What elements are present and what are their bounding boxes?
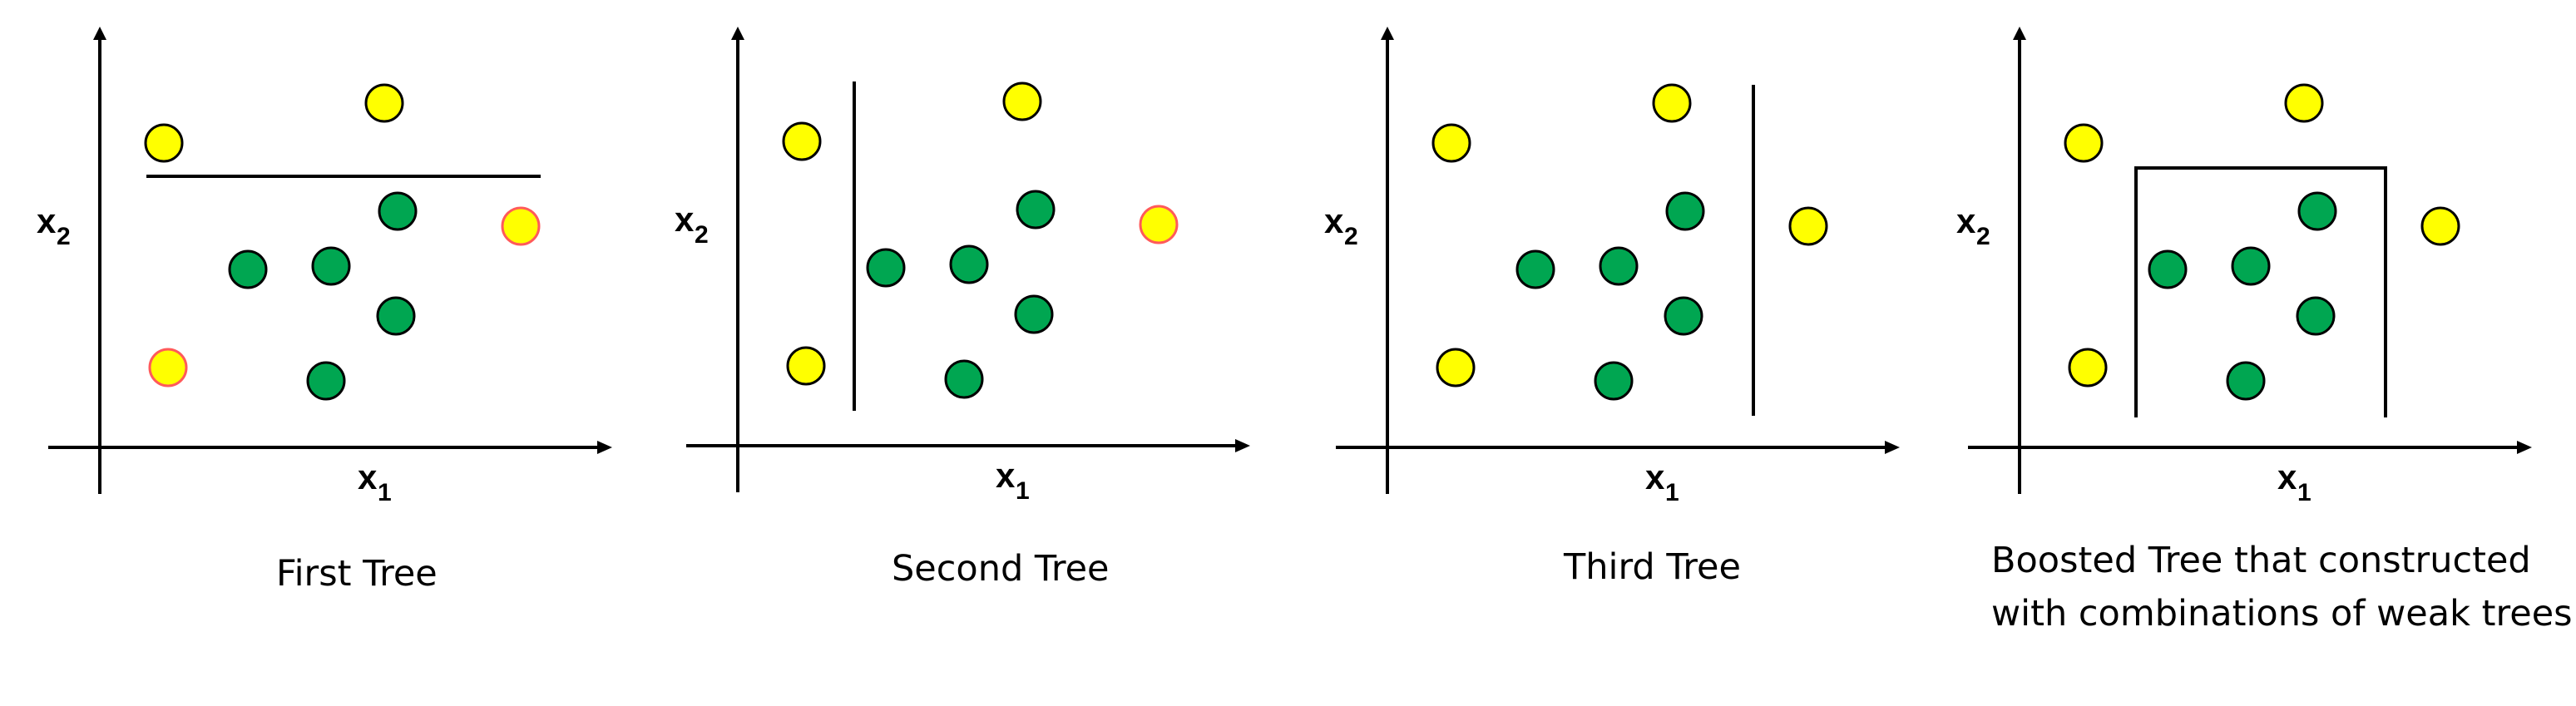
caption-boosted-tree-line-2: with combinations of weak trees	[1991, 593, 2573, 634]
data-point-green	[2231, 246, 2271, 286]
caption-boosted-tree: Boosted Tree that constructed with combi…	[1991, 534, 2573, 640]
data-point-green	[311, 246, 351, 286]
data-point-yellow	[2420, 206, 2460, 246]
data-point-green	[1664, 296, 1703, 336]
x-axis-label-subscript: 1	[1016, 477, 1030, 505]
data-point-green	[228, 249, 268, 289]
y-axis-label-subscript: 2	[57, 223, 71, 250]
y-axis-label-subscript: 2	[1976, 223, 1990, 250]
data-point-green	[1016, 190, 1056, 230]
x-axis-label-subscript: 1	[2297, 479, 2311, 506]
data-point-yellow	[144, 123, 184, 163]
data-point-green	[1665, 191, 1705, 231]
data-point-yellow	[2068, 348, 2108, 388]
data-point-green	[944, 359, 984, 399]
x-axis-label: x	[358, 457, 378, 496]
x-axis-label: x	[996, 456, 1016, 495]
data-point-yellow	[2284, 83, 2324, 123]
x-axis-arrow-icon	[1235, 439, 1250, 452]
y-axis-label: x	[1956, 201, 1976, 240]
y-axis-arrow-icon	[731, 27, 744, 40]
data-point-yellow	[1002, 81, 1042, 121]
data-point-yellow	[1788, 206, 1828, 246]
y-axis-label: x	[1324, 201, 1344, 240]
data-point-green	[2226, 361, 2266, 401]
data-point-yellow-misclassified	[1139, 205, 1179, 244]
data-point-green	[378, 191, 418, 231]
caption-first-tree: First Tree	[276, 553, 438, 595]
data-point-green	[376, 296, 416, 336]
y-axis-label: x	[675, 200, 695, 239]
x-axis-arrow-icon	[2517, 441, 2532, 454]
data-point-yellow	[1431, 123, 1471, 163]
y-axis-label: x	[37, 201, 57, 240]
data-point-green	[1599, 246, 1639, 286]
data-point-green	[2148, 249, 2188, 289]
caption-second-tree: Second Tree	[892, 548, 1110, 590]
data-point-green	[1594, 361, 1634, 401]
y-axis-label-subscript: 2	[1344, 223, 1358, 250]
data-point-yellow	[782, 121, 822, 161]
data-point-yellow-misclassified	[148, 348, 188, 388]
x-axis-label: x	[1645, 457, 1665, 496]
y-axis-arrow-icon	[2013, 27, 2026, 40]
y-axis-arrow-icon	[93, 27, 106, 40]
data-point-green	[306, 361, 346, 401]
data-point-green	[866, 248, 906, 288]
data-point-green	[1515, 249, 1555, 289]
data-point-yellow	[1436, 348, 1476, 388]
data-point-green	[2297, 191, 2337, 231]
y-axis-label-subscript: 2	[695, 221, 709, 249]
x-axis-label-subscript: 1	[378, 479, 392, 506]
data-point-green	[1014, 294, 1054, 334]
data-point-yellow	[786, 346, 826, 386]
y-axis-arrow-icon	[1381, 27, 1394, 40]
x-axis-label: x	[2277, 457, 2297, 496]
x-axis-arrow-icon	[1885, 441, 1900, 454]
data-point-green	[949, 244, 989, 284]
data-point-yellow-misclassified	[501, 206, 541, 246]
data-point-yellow	[2064, 123, 2104, 163]
split-boundary-box	[2134, 166, 2387, 417]
caption-third-tree: Third Tree	[1564, 546, 1741, 588]
x-axis-label-subscript: 1	[1665, 479, 1679, 506]
data-point-yellow	[364, 83, 404, 123]
x-axis-arrow-icon	[597, 441, 612, 454]
data-point-yellow	[1652, 83, 1692, 123]
caption-boosted-tree-line-1: Boosted Tree that constructed	[1991, 540, 2531, 581]
data-point-green	[2296, 296, 2336, 336]
